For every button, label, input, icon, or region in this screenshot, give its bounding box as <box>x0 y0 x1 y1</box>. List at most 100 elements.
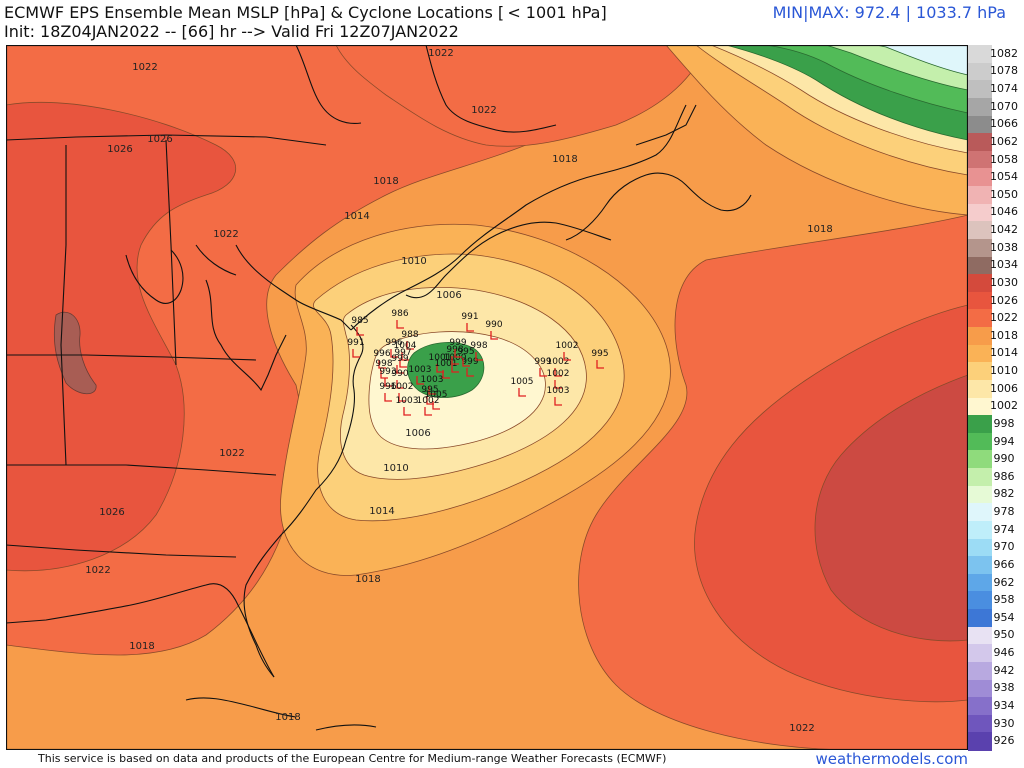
isobar-label: 1018 <box>807 224 832 235</box>
low-symbol-icon <box>380 370 388 379</box>
colorbar-label: 1062 <box>990 134 1018 148</box>
colorbar-label: 962 <box>993 575 1015 589</box>
isobar-label: 1022 <box>132 62 157 73</box>
colorbar-label: 930 <box>993 716 1015 730</box>
colorbar-label: 1002 <box>990 399 1018 413</box>
isobar-labels: 1022 1026 1026 1022 1022 1018 1018 1018 1014 1022… <box>85 48 832 734</box>
colorbar-label: 1070 <box>990 99 1018 113</box>
pressure-fill-1030 <box>53 311 97 395</box>
low-symbol-icon <box>398 393 406 402</box>
isobar-label: 1010 <box>401 256 426 267</box>
low-symbol-icon <box>396 320 404 329</box>
isobar-label: 1018 <box>129 641 154 652</box>
colorbar-label: 926 <box>993 734 1015 748</box>
colorbar-swatch <box>968 80 992 99</box>
cyclone-pressure-label: 1005 <box>511 377 534 387</box>
low-symbol-icon <box>596 360 604 369</box>
colorbar-label: 958 <box>993 593 1015 607</box>
cyclone-location: 1002 <box>556 341 578 361</box>
isobar-label: 1022 <box>85 565 110 576</box>
colorbar-swatch <box>968 256 992 275</box>
isobar-label: 1018 <box>275 712 300 723</box>
mslp-map: 1022 1026 1026 1022 1022 1018 1018 1018 1014 1022… <box>6 45 968 750</box>
cyclone-pressure-label: 1003 <box>421 375 444 385</box>
cyclone-pressure-label: 1003 <box>396 396 419 406</box>
cyclone-location: 1002 <box>417 396 439 416</box>
pressure-fill-998-low <box>407 342 485 398</box>
colorbar-label: 986 <box>993 469 1015 483</box>
colorbar-label: 1022 <box>990 311 1018 325</box>
isobar-label: 1010 <box>383 463 408 474</box>
isobar-label: 1026 <box>147 134 172 145</box>
cyclone-pressure-label: 996 <box>373 349 390 359</box>
isobar-label: 1018 <box>552 154 577 165</box>
cyclone-location: 1002 <box>547 369 569 389</box>
colorbar-swatch <box>968 520 992 539</box>
low-symbol-icon <box>563 352 571 361</box>
cyclone-location: 1003 <box>547 386 569 406</box>
colorbar-label: 1042 <box>990 223 1018 237</box>
minmax-readout: MIN|MAX: 972.4 | 1033.7 hPa <box>772 3 1006 22</box>
colorbar-swatch <box>968 591 992 610</box>
colorbar-label: 1006 <box>990 381 1018 395</box>
cyclone-pressure-label: 999 <box>534 357 551 367</box>
low-symbol-icon <box>466 323 474 332</box>
colorbar-swatch <box>968 573 992 592</box>
cyclone-pressure-label: 1005 <box>425 390 448 400</box>
colorbar-label: 998 <box>993 416 1015 430</box>
low-symbol-icon <box>401 352 409 361</box>
colorbar-label: 1038 <box>990 240 1018 254</box>
brand-link[interactable]: weathermodels.com <box>815 750 968 768</box>
low-symbol-icon <box>518 388 526 397</box>
colorbar-swatch <box>968 150 992 169</box>
cyclone-pressure-label: 999 <box>391 354 408 364</box>
attribution-text: This service is based on data and produc… <box>38 752 667 765</box>
low-symbol-icon <box>554 368 562 377</box>
isobar-label: 1006 <box>436 290 461 301</box>
cyclone-pressure-label: 991 <box>461 312 478 322</box>
colorbar-swatch <box>968 450 992 469</box>
colorbar-label: 974 <box>993 522 1015 536</box>
colorbar-label: 1058 <box>990 152 1018 166</box>
cyclone-location: 999 <box>461 357 479 377</box>
pressure-fill-1030-east <box>814 374 968 642</box>
colorbar-swatch <box>968 362 992 381</box>
colorbar-label: 1046 <box>990 205 1018 219</box>
low-symbol-icon <box>396 380 404 389</box>
colorbar-swatch <box>968 468 992 487</box>
cyclone-location: 990 <box>391 369 409 389</box>
colorbar-label: 1050 <box>990 187 1018 201</box>
cyclone-pressure-label: 986 <box>391 309 408 319</box>
isobar-label: 1014 <box>369 506 394 517</box>
cyclone-pressure-label: 988 <box>401 330 418 340</box>
coastlines <box>6 45 752 731</box>
colorbar-swatch <box>968 327 992 346</box>
isobar-label: 1018 <box>355 574 380 585</box>
cyclone-location: 995 <box>457 347 475 367</box>
colorbar-swatch <box>968 644 992 663</box>
colorbar-swatch <box>968 238 992 257</box>
cyclone-pressure-label: 990 <box>391 369 408 379</box>
colorbar-label: 1082 <box>990 46 1018 60</box>
low-symbol-icon <box>462 358 470 367</box>
colorbar-swatch <box>968 168 992 187</box>
colorbar-label: 966 <box>993 557 1015 571</box>
low-symbol-icon <box>396 365 404 374</box>
colorbar-swatch <box>968 291 992 310</box>
cyclone-location: 993 <box>379 367 397 387</box>
cyclone-pressure-label: 999 <box>449 338 466 348</box>
colorbar-label: 970 <box>993 540 1015 554</box>
cyclone-location: 1003 <box>409 365 432 385</box>
cyclone-location: 996 <box>373 349 391 369</box>
low-symbol-icon <box>454 349 462 358</box>
cyclone-pressure-label: 993 <box>379 367 396 377</box>
low-symbol-icon <box>424 407 432 416</box>
cyclone-pressure-label: 995 <box>591 349 608 359</box>
cyclone-location: 998 <box>470 341 488 361</box>
colorbar-label: 942 <box>993 663 1015 677</box>
cyclone-pressure-label: 1003 <box>409 365 432 375</box>
cyclone-location: 1002 <box>391 382 413 402</box>
cyclone-location: 1005 <box>425 390 448 410</box>
low-symbol-icon <box>475 352 483 361</box>
